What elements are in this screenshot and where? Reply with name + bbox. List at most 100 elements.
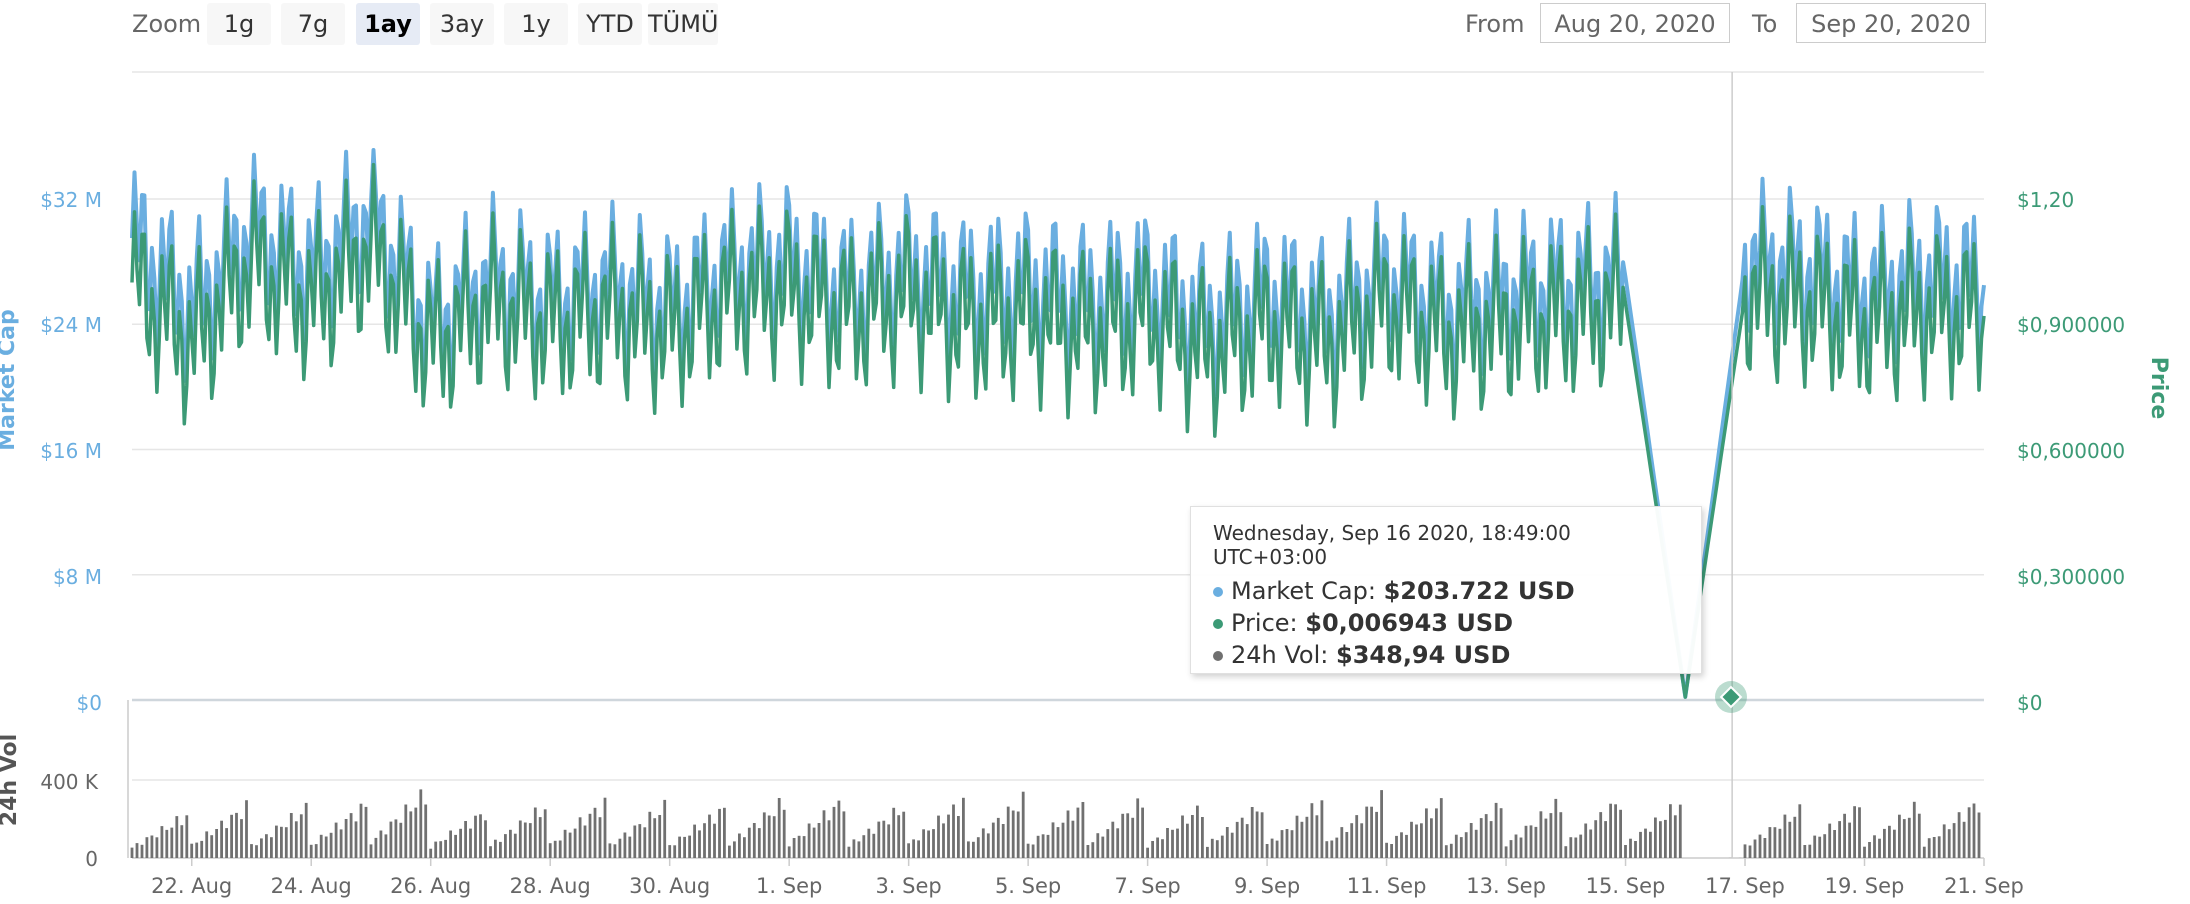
volume-bar bbox=[289, 813, 293, 858]
volume-bar bbox=[1320, 800, 1324, 858]
volume-bar bbox=[1678, 804, 1682, 858]
volume-bar bbox=[1380, 790, 1383, 858]
volume-bar bbox=[180, 825, 184, 858]
volume-bar bbox=[723, 807, 726, 858]
market-cap-tick: $32 M bbox=[40, 188, 102, 212]
volume-bar bbox=[369, 844, 373, 858]
volume-tick: 0 bbox=[85, 847, 98, 871]
volume-bar bbox=[782, 809, 786, 858]
volume-bar bbox=[598, 817, 602, 858]
volume-bar bbox=[1444, 845, 1448, 858]
volume-bar bbox=[1937, 836, 1941, 858]
volume-bar bbox=[1873, 835, 1876, 858]
volume-bar bbox=[1803, 845, 1807, 858]
volume-bar bbox=[160, 826, 164, 858]
zoom-1ay-button[interactable]: 1ay bbox=[356, 3, 420, 45]
volume-bar bbox=[1061, 822, 1065, 858]
zoom-all-button[interactable]: TÜMÜ bbox=[648, 3, 719, 45]
volume-bar bbox=[608, 843, 612, 858]
volume-bar bbox=[842, 811, 846, 858]
volume-bar bbox=[792, 838, 796, 858]
x-tick-label: 9. Sep bbox=[1234, 874, 1300, 898]
volume-bar bbox=[1664, 819, 1667, 858]
zoom-1g-button[interactable]: 1g bbox=[207, 3, 271, 45]
market-cap-tick: $8 M bbox=[53, 565, 102, 589]
volume-bar bbox=[678, 836, 681, 858]
volume-bar bbox=[140, 844, 144, 858]
volume-bar bbox=[155, 837, 159, 858]
volume-bar bbox=[1026, 843, 1030, 858]
volume-bar bbox=[867, 828, 871, 858]
zoom-1y-button[interactable]: 1y bbox=[504, 3, 568, 45]
volume-bar bbox=[389, 821, 393, 858]
volume-bar bbox=[762, 812, 766, 858]
zoom-3ay-button[interactable]: 3ay bbox=[430, 3, 494, 45]
volume-bar bbox=[573, 828, 577, 858]
x-tick-label: 13. Sep bbox=[1466, 874, 1546, 898]
volume-bar bbox=[235, 812, 238, 858]
volume-bar bbox=[673, 845, 677, 858]
volume-bar bbox=[130, 847, 134, 858]
x-tick-label: 30. Aug bbox=[629, 874, 710, 898]
volume-bar bbox=[1907, 817, 1911, 858]
volume-bar bbox=[1051, 822, 1055, 858]
volume-bar bbox=[1569, 837, 1573, 858]
zoom-7g-button[interactable]: 7g bbox=[281, 3, 345, 45]
volume-bar bbox=[1360, 823, 1364, 858]
volume-bar bbox=[1609, 803, 1612, 858]
volume-bar bbox=[1778, 828, 1782, 858]
volume-bar bbox=[738, 833, 741, 858]
volume-bar bbox=[967, 841, 970, 858]
volume-bar bbox=[1883, 828, 1886, 858]
volume-bar bbox=[1435, 808, 1438, 858]
volume-bar bbox=[464, 821, 467, 858]
price-dot-icon bbox=[1213, 619, 1223, 629]
volume-bar bbox=[1957, 812, 1961, 858]
volume-bar bbox=[1534, 826, 1538, 858]
volume-bar bbox=[942, 823, 945, 858]
volume-bar bbox=[1400, 832, 1403, 858]
volume-bar bbox=[324, 836, 328, 858]
volume-bar bbox=[394, 819, 398, 858]
volume-bar bbox=[255, 845, 258, 858]
volume-bar bbox=[245, 800, 248, 858]
volume-bar bbox=[165, 829, 169, 858]
volume-bar bbox=[857, 841, 861, 858]
volume-bar bbox=[1952, 823, 1956, 858]
volume-bar bbox=[1006, 806, 1010, 858]
volume-bar bbox=[897, 815, 901, 858]
volume-bar bbox=[713, 823, 716, 858]
market-cap-tick: $0 bbox=[77, 691, 102, 715]
volume-bar bbox=[265, 834, 268, 858]
from-label: From bbox=[1465, 10, 1525, 38]
volume-bar bbox=[847, 846, 851, 858]
volume-bar bbox=[1634, 841, 1637, 858]
volume-bar bbox=[1041, 834, 1045, 858]
volume-bar bbox=[1430, 818, 1433, 858]
volume-bar bbox=[1469, 823, 1473, 858]
volume-bar bbox=[1325, 841, 1329, 858]
volume-bar bbox=[220, 820, 223, 858]
x-tick-label: 21. Sep bbox=[1944, 874, 2024, 898]
x-tick-label: 19. Sep bbox=[1825, 874, 1905, 898]
volume-bar bbox=[1340, 827, 1344, 858]
volume-bar bbox=[499, 841, 502, 858]
volume-bar bbox=[1773, 827, 1777, 858]
volume-bar bbox=[1574, 837, 1578, 858]
volume-bar bbox=[1096, 833, 1100, 858]
volume-bar bbox=[947, 814, 950, 858]
market-cap-axis-title: Market Cap bbox=[0, 309, 20, 450]
volume-bar bbox=[937, 815, 940, 858]
range-toolbar: Zoom 1g 7g 1ay 3ay 1y YTD TÜMÜ From Aug … bbox=[0, 0, 2190, 60]
zoom-ytd-button[interactable]: YTD bbox=[578, 3, 642, 45]
volume-bar bbox=[1126, 813, 1130, 858]
volume-bar bbox=[1449, 843, 1453, 858]
volume-bar bbox=[404, 804, 408, 858]
volume-bar bbox=[1275, 840, 1279, 858]
volume-bar bbox=[1853, 806, 1856, 858]
to-date-input[interactable]: Sep 20, 2020 bbox=[1796, 3, 1986, 43]
volume-bar bbox=[1479, 818, 1483, 858]
volume-bar bbox=[1106, 829, 1110, 858]
from-date-input[interactable]: Aug 20, 2020 bbox=[1540, 3, 1730, 43]
volume-bar bbox=[653, 818, 657, 858]
